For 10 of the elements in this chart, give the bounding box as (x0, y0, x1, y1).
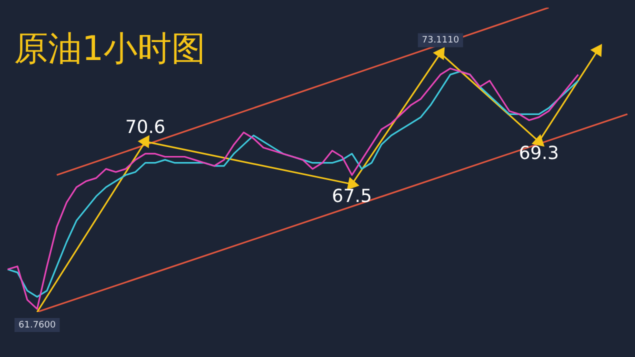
annotation: 70.6 (125, 117, 166, 138)
annotation: 73.1110 (422, 36, 460, 46)
point (434, 47, 445, 60)
text: 原油1小时图 (14, 28, 206, 71)
annotation: 69.3 (518, 143, 559, 164)
point (591, 44, 602, 56)
point (532, 134, 544, 146)
point (138, 136, 150, 148)
annotation: 61.7600 (18, 320, 56, 330)
annotation: 67.5 (332, 186, 372, 207)
